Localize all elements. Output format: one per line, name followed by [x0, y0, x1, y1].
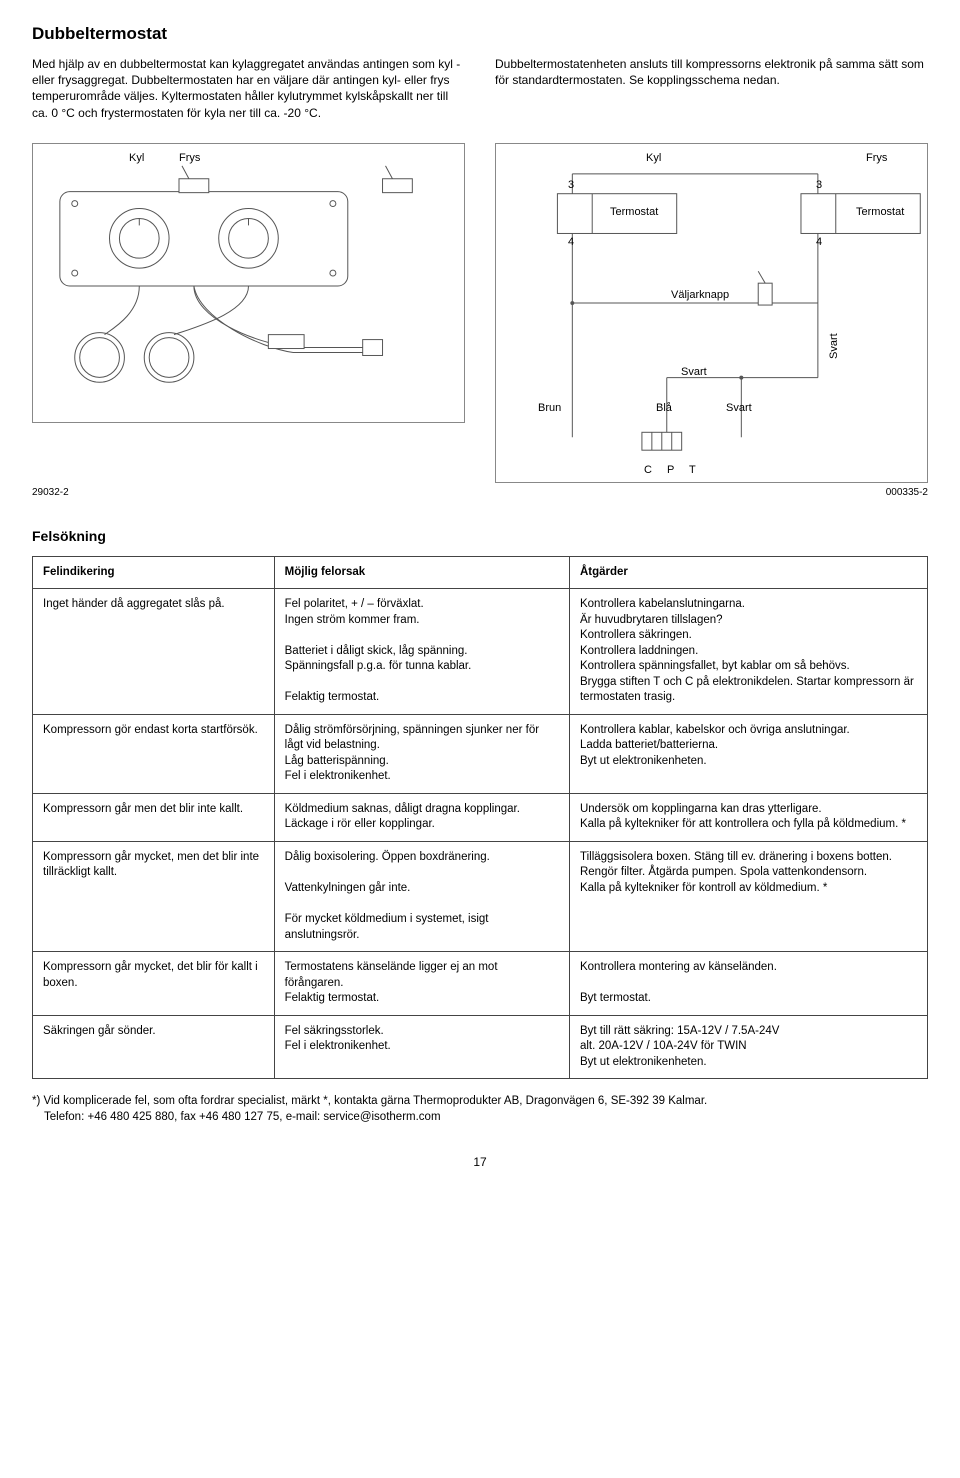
label-4b: 4 — [816, 236, 822, 248]
table-cell: Undersök om kopplingarna kan dras ytterl… — [569, 793, 927, 841]
thermostat-unit-svg — [33, 144, 464, 422]
label-termostat-1: Termostat — [610, 206, 658, 218]
table-row: Kompressorn går men det blir inte kallt.… — [33, 793, 928, 841]
figure-id-right: 000335-2 — [480, 487, 928, 498]
table-row: Säkringen går sönder.Fel säkringsstorlek… — [33, 1015, 928, 1079]
wiring-svg — [496, 144, 927, 482]
figure-id-left: 29032-2 — [32, 487, 480, 498]
table-cell: Kompressorn går mycket, det blir för kal… — [33, 952, 275, 1016]
table-cell: Kontrollera montering av känseländen. By… — [569, 952, 927, 1016]
label-valjarknapp: Väljarknapp — [671, 289, 729, 301]
th-felorsak: Möjlig felorsak — [274, 556, 569, 589]
th-atgarder: Åtgärder — [569, 556, 927, 589]
table-cell: Inget händer då aggregatet slås på. — [33, 589, 275, 715]
label-frys-2: Frys — [866, 152, 887, 164]
label-svart-vert: Svart — [828, 333, 840, 359]
label-3b: 3 — [816, 179, 822, 191]
label-brun: Brun — [538, 402, 561, 414]
table-cell: Byt till rätt säkring: 15A-12V / 7.5A-24… — [569, 1015, 927, 1079]
footnote-line-2: Telefon: +46 480 425 880, fax +46 480 12… — [32, 1109, 928, 1125]
table-cell: Dålig strömförsörjning, spänningen sjunk… — [274, 714, 569, 793]
table-cell: Kompressorn går mycket, men det blir int… — [33, 841, 275, 951]
table-cell: Köldmedium saknas, dåligt dragna kopplin… — [274, 793, 569, 841]
page-title: Dubbeltermostat — [32, 24, 928, 44]
wiring-schematic-diagram: Kyl Frys 3 3 Termostat Termostat 4 4 Väl… — [495, 143, 928, 483]
footnote-line-1: *) Vid komplicerade fel, som ofta fordra… — [32, 1095, 707, 1107]
table-cell: Säkringen går sönder. — [33, 1015, 275, 1079]
label-svart-1: Svart — [681, 366, 707, 378]
table-cell: Kontrollera kabelanslutningarna.Är huvud… — [569, 589, 927, 715]
table-cell: Kompressorn går men det blir inte kallt. — [33, 793, 275, 841]
table-cell: Termostatens känselände ligger ej an mot… — [274, 952, 569, 1016]
page-number: 17 — [32, 1155, 928, 1169]
footnote: *) Vid komplicerade fel, som ofta fordra… — [32, 1093, 928, 1125]
intro-para-2: Dubbeltermostatenheten ansluts till komp… — [495, 56, 928, 88]
intro-columns: Med hjälp av en dubbeltermostat kan kyla… — [32, 56, 928, 131]
label-bla: Blå — [656, 402, 672, 414]
troubleshooting-title: Felsökning — [32, 528, 928, 544]
diagrams-row: Kyl Frys — [32, 131, 928, 483]
label-frys: Frys — [179, 152, 200, 164]
label-termostat-2: Termostat — [856, 206, 904, 218]
table-row: Kompressorn gör endast korta startförsök… — [33, 714, 928, 793]
table-cell: Tilläggsisolera boxen. Stäng till ev. dr… — [569, 841, 927, 951]
table-cell: Kompressorn gör endast korta startförsök… — [33, 714, 275, 793]
label-kyl: Kyl — [129, 152, 144, 164]
label-3a: 3 — [568, 179, 574, 191]
label-kyl-2: Kyl — [646, 152, 661, 164]
label-4a: 4 — [568, 236, 574, 248]
table-row: Kompressorn går mycket, men det blir int… — [33, 841, 928, 951]
table-row: Kompressorn går mycket, det blir för kal… — [33, 952, 928, 1016]
thermostat-unit-diagram: Kyl Frys — [32, 143, 465, 423]
table-cell: Fel säkringsstorlek.Fel i elektronikenhe… — [274, 1015, 569, 1079]
troubleshooting-table: Felindikering Möjlig felorsak Åtgärder I… — [32, 556, 928, 1079]
intro-para-1: Med hjälp av en dubbeltermostat kan kyla… — [32, 56, 465, 121]
label-cpt: C P T — [644, 464, 702, 476]
table-cell: Kontrollera kablar, kabelskor och övriga… — [569, 714, 927, 793]
figure-id-row: 29032-2 000335-2 — [32, 487, 928, 498]
table-cell: Dålig boxisolering. Öppen boxdränering. … — [274, 841, 569, 951]
label-svart-2: Svart — [726, 402, 752, 414]
th-felindikering: Felindikering — [33, 556, 275, 589]
table-row: Inget händer då aggregatet slås på.Fel p… — [33, 589, 928, 715]
table-cell: Fel polaritet, + / – förväxlat.Ingen str… — [274, 589, 569, 715]
